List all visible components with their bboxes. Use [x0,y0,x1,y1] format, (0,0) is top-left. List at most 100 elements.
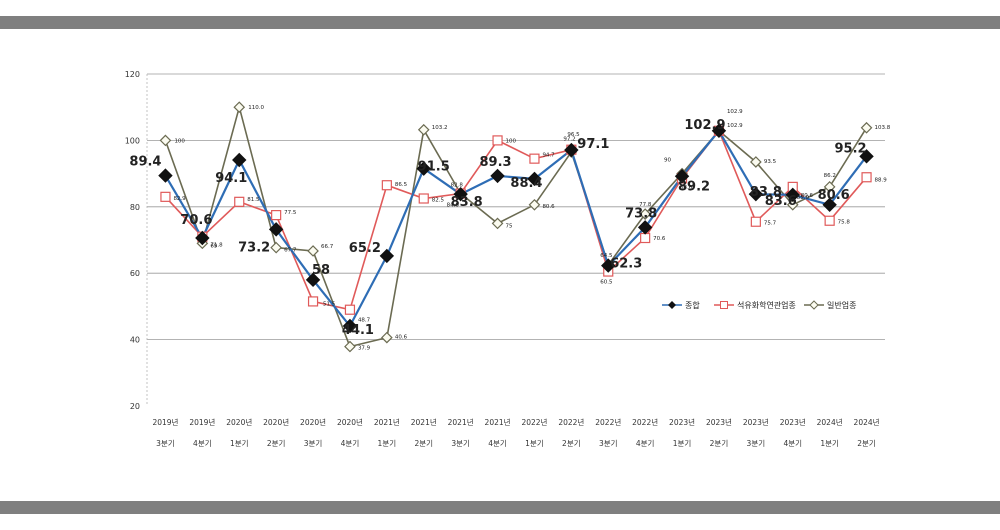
general-data-label: 80.6 [801,193,814,199]
petrochem-data-label: 81.5 [247,197,260,203]
x-tick-label-quarter: 3분기 [599,439,618,448]
general-data-label: 110.0 [248,105,264,111]
composite-data-label: 73.8 [625,206,657,221]
composite-point [453,186,468,202]
x-tick-label-year: 2021년 [448,417,474,427]
general-data-label: 64.5 [600,253,613,259]
composite-data-label: 89.2 [678,179,710,194]
composite-point [711,123,727,138]
composite-data-label: 102.9 [684,118,725,133]
petrochem-data-label: 77.5 [284,210,297,216]
x-tick-label-quarter: 4분기 [488,439,507,448]
x-tick-label-year: 2022년 [521,417,547,427]
x-tick-label-year: 2019년 [152,417,178,427]
general-data-label: 77.8 [639,202,652,208]
composite-point [195,230,210,246]
general-data-label: 86.2 [824,173,836,179]
composite-data-label: 80.6 [818,188,850,203]
composite-data-label: 91.5 [418,160,450,175]
composite-point [305,272,321,288]
x-tick-label-quarter: 3분기 [304,439,323,448]
petrochem-data-label: 86.5 [395,182,408,188]
composite-point [674,169,690,184]
general-data-label: 66.7 [321,244,334,250]
petrochem-point [824,215,835,226]
legend-label-petrochem: 석유화학연관업종 [737,300,796,310]
x-tick-label-quarter: 1분기 [525,439,544,448]
petrochem-point [234,196,245,207]
composite-point [822,197,837,213]
x-tick-label-quarter: 3분기 [747,439,766,448]
general-data-label: 103.8 [875,125,891,131]
y-tick-label: 100 [125,136,140,145]
x-tick-label-year: 2021년 [411,417,437,427]
composite-point [564,142,579,158]
x-tick-label-quarter: 1분기 [230,439,249,448]
composite-data-label: 44.1 [342,323,374,338]
petrochem-point [861,172,872,183]
series-line-general [164,104,868,348]
composite-point [601,258,616,273]
composite-data-label: 65.2 [349,241,381,256]
composite-point [158,168,173,183]
legend-marker-general [809,300,819,310]
composite-point [785,187,800,203]
general-point [417,123,430,136]
x-tick-label-year: 2020년 [263,417,289,427]
x-tick-label-year: 2020년 [300,417,326,427]
composite-point [490,168,505,184]
petrochem-data-label: 60.5 [600,280,613,286]
x-tick-label-year: 2021년 [374,417,400,427]
composite-point [379,248,395,264]
bottom-band [0,501,1000,514]
composite-data-label: 95.2 [835,141,867,156]
general-point [344,340,356,353]
composite-data-label: 94.1 [215,171,247,186]
x-tick-label-quarter: 1분기 [378,439,397,448]
general-point [491,217,504,230]
petrochem-point [529,153,540,164]
composite-point [637,220,653,235]
x-tick-label-year: 2023년 [780,417,806,427]
x-tick-label-quarter: 3분기 [451,439,470,448]
petrochem-data-label: 88.9 [875,177,888,183]
y-tick-label: 60 [130,269,140,278]
petrochem-data-label: 70.6 [653,236,666,242]
x-tick-label-quarter: 2분기 [710,439,729,448]
x-tick-label-quarter: 4분기 [193,439,212,448]
composite-point [342,318,358,334]
composite-point [748,186,764,202]
y-tick-label: 40 [130,336,140,345]
petrochem-point [271,210,282,221]
x-tick-label-year: 2020년 [337,417,363,427]
composite-data-label: 58 [312,263,330,278]
petrochem-point [307,296,319,307]
petrochem-data-label: 75.7 [764,221,777,227]
general-data-label: 100 [174,138,185,144]
x-tick-label-year: 2023년 [669,417,695,427]
petrochem-point [160,191,171,202]
legend-marker-composite [668,301,676,309]
composite-data-label: 89.3 [480,155,512,170]
general-point [381,331,393,344]
top-band [0,16,1000,29]
legend-label-composite: 종합 [685,301,700,310]
x-tick-label-quarter: 4분기 [341,439,360,448]
y-tick-label: 120 [125,70,140,79]
x-tick-label-quarter: 4분기 [783,439,802,448]
composite-point [268,222,284,237]
petrochem-point [381,180,392,191]
composite-data-label: 83.8 [451,195,483,210]
petrochem-data-label: 71.8 [210,243,223,249]
petrochem-point [492,135,503,146]
general-point [233,101,246,114]
composite-point [232,152,247,168]
x-tick-label-year: 2024년 [854,417,880,427]
x-tick-label-year: 2023년 [743,417,769,427]
general-data-label: 96.5 [567,132,580,138]
petrochem-data-label: 102.9 [727,123,743,129]
x-tick-label-year: 2022년 [595,417,621,427]
composite-data-label: 88.4 [510,176,542,191]
general-point [528,198,541,211]
petrochem-data-label: 97.2 [563,137,575,143]
